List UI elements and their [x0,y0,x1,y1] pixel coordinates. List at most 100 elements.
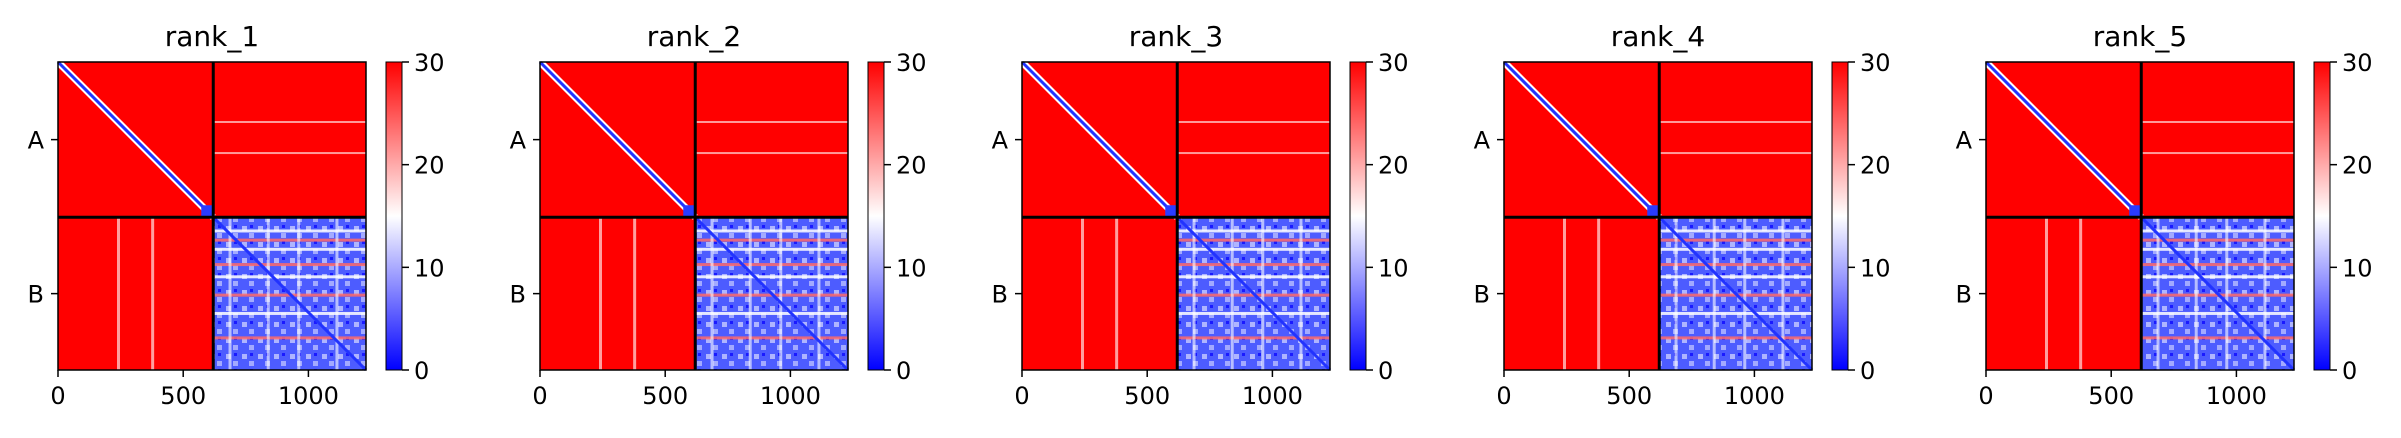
x-tick-label: 0 [532,382,547,410]
chain-label: B [1474,281,1490,309]
chain-label: A [28,127,45,155]
block-stripe [2141,247,2294,251]
chain-a-end [1165,205,1178,218]
block-stripe [1659,263,1812,267]
x-tick-label: 1000 [760,382,821,410]
heatmap-frame [1021,61,1331,371]
block-stripe [1659,247,1812,251]
block-stripe [1743,217,1747,370]
block-stripe [1177,238,1330,242]
block-stripe [2156,217,2160,370]
colorbar-tick-label: 20 [2342,152,2373,180]
heatmap-panel-4: rank_4 0 500 1000 A B 0 10 20 30 [1474,20,1891,410]
block-stripe [2141,238,2294,242]
chain-label: B [1956,281,1972,309]
block-stripe [1177,275,1330,279]
colorbar-tick-label: 10 [896,254,927,282]
chain-label: B [992,281,1008,309]
block-stripe [1261,217,1265,370]
panel-title: rank_3 [1129,20,1223,53]
heatmap-frame [539,61,849,371]
colorbar [385,61,403,371]
block-stripe [2141,229,2294,233]
block-stripe [1659,336,1812,340]
chain-label: A [1956,127,1973,155]
block-stripe [213,263,366,267]
block-stripe [213,238,366,242]
chain-a-end [2129,205,2142,218]
offdiag-stripe [1177,152,1330,155]
block-stripe [213,247,366,251]
block-stripe [1712,217,1716,370]
x-tick-label: 500 [2088,382,2134,410]
colorbar-tick-label: 30 [896,49,927,77]
block-stripe [817,217,821,370]
block-stripe [2141,311,2294,315]
colorbar-tick-label: 0 [1860,357,1875,385]
block-stripe [710,217,714,370]
offdiag-stripe [116,217,120,370]
block-stripe [2263,217,2267,370]
x-tick-label: 1000 [278,382,339,410]
block-stripe [1659,275,1812,279]
colorbar-tick-label: 20 [1378,152,1409,180]
panel-title: rank_2 [647,20,741,53]
block-stripe [266,217,270,370]
block-stripe [695,238,848,242]
chain-a-end [201,205,214,218]
block-stripe [2141,336,2294,340]
colorbar-tick-label: 10 [414,254,445,282]
offdiag-stripe [695,152,848,155]
block-stripe [2141,263,2294,267]
block-stripe [1659,229,1812,233]
offdiag-stripe [598,217,602,370]
chain-label: A [992,127,1009,155]
block-stripe [1230,217,1234,370]
colorbar-tick-label: 30 [2342,49,2373,77]
x-tick-label: 500 [160,382,206,410]
colorbar [1349,61,1367,371]
block-stripe [695,247,848,251]
block-stripe [1177,336,1330,340]
block-stripe [1781,217,1785,370]
offdiag-stripe [1659,152,1812,155]
offdiag-stripe [151,217,155,370]
offdiag-stripe [633,217,637,370]
offdiag-stripe [1562,217,1566,370]
heatmap-frame [1503,61,1813,371]
colorbar-tick-label: 10 [2342,254,2373,282]
chain-a-end [1647,205,1660,218]
chain-label: A [510,127,527,155]
block-stripe [213,311,366,315]
offdiag-stripe [1115,217,1119,370]
block-stripe [779,217,783,370]
block-stripe [1177,229,1330,233]
colorbar-tick-label: 0 [2342,357,2357,385]
colorbar-tick-label: 20 [414,152,445,180]
block-stripe [695,229,848,233]
colorbar-tick-label: 30 [1860,49,1891,77]
x-tick-label: 500 [1606,382,1652,410]
block-stripe [1659,238,1812,242]
x-tick-label: 0 [1014,382,1029,410]
colorbar-tick-label: 10 [1860,254,1891,282]
offdiag-stripe [1597,217,1601,370]
block-stripe [213,229,366,233]
block-stripe [2141,275,2294,279]
block-stripe [748,217,752,370]
panel-title: rank_4 [1611,20,1705,53]
offdiag-stripe [213,120,366,123]
x-tick-label: 1000 [1242,382,1303,410]
block-stripe [1659,311,1812,315]
colorbar-tick-label: 20 [896,152,927,180]
block-stripe [695,311,848,315]
offdiag-stripe [2079,217,2083,370]
block-stripe [1192,217,1196,370]
colorbar-tick-label: 20 [1860,152,1891,180]
offdiag-stripe [2141,152,2294,155]
colorbar-tick-label: 0 [896,357,911,385]
block-stripe [2225,217,2229,370]
block-stripe [213,275,366,279]
block-stripe [1177,247,1330,251]
colorbar-tick-label: 30 [1378,49,1409,77]
